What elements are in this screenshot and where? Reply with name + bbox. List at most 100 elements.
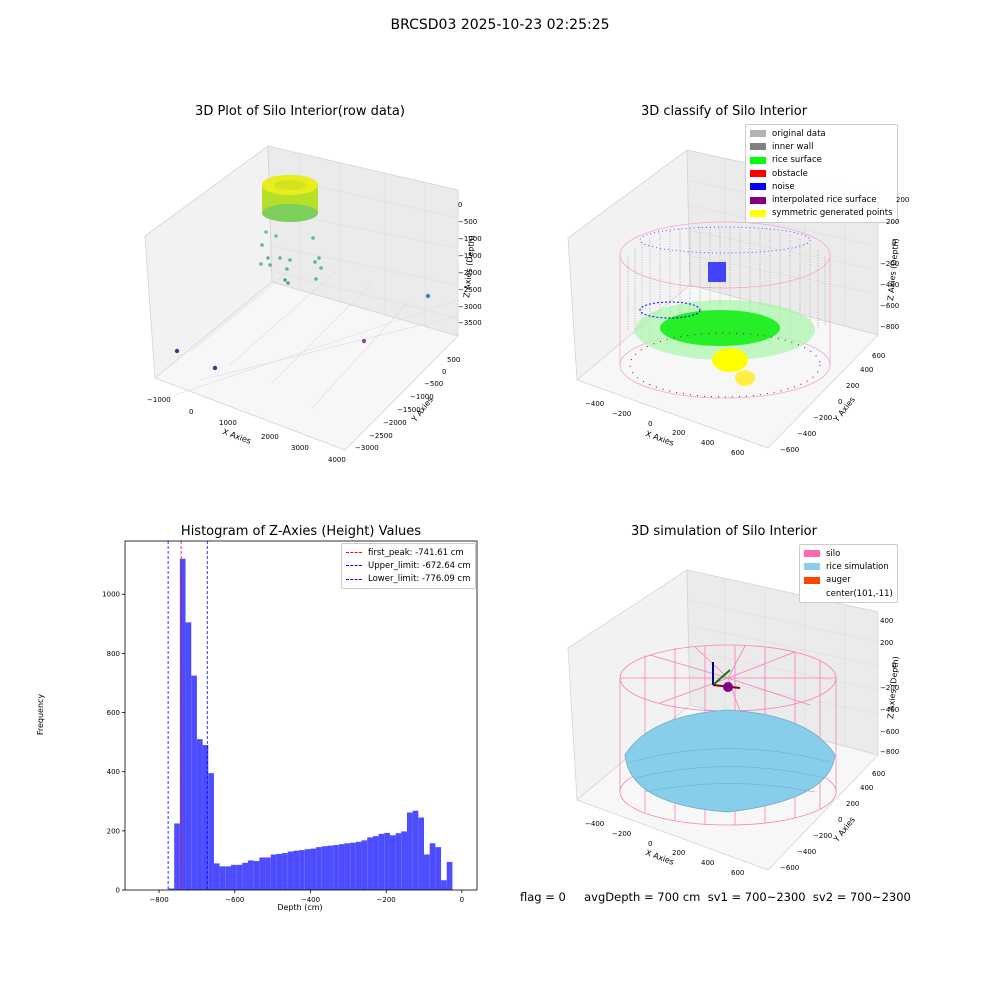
y-tick: −2000 xyxy=(383,419,407,427)
x-tick: 400 xyxy=(701,439,715,447)
y-tick-label: 600 xyxy=(107,709,120,717)
legend-label: first_peak: -741.61 cm xyxy=(368,547,464,558)
panel2-z-tick-top: 200 xyxy=(896,196,910,204)
histogram-bar xyxy=(389,835,396,890)
legend-item: rice surface xyxy=(750,154,893,167)
legend-item: first_peak: -741.61 cm xyxy=(346,546,471,559)
histogram-y-label: Frequency xyxy=(36,693,46,736)
histogram-bar xyxy=(225,866,231,890)
legend-swatch xyxy=(804,550,820,558)
histogram-bar xyxy=(174,823,180,890)
histogram-bar xyxy=(191,675,197,890)
x-tick-label: 0 xyxy=(460,896,464,904)
x-tick: 4000 xyxy=(328,456,346,464)
x-tick: −1000 xyxy=(147,396,171,404)
legend-label: interpolated rice surface xyxy=(772,195,877,206)
z-tick: 0 xyxy=(458,201,463,209)
legend-label: Lower_limit: -776.09 cm xyxy=(368,574,471,585)
x-tick: 3000 xyxy=(291,444,309,452)
histogram-plot: −800 −600 −400 −200 0 0 200 400 600 800 1000 xyxy=(102,540,478,904)
histogram-bar xyxy=(185,622,192,890)
x-tick-label: −800 xyxy=(149,896,168,904)
histogram-bar xyxy=(406,812,413,890)
legend-label: inner wall xyxy=(772,141,814,152)
histogram-title: Histogram of Z-Axies (Height) Values xyxy=(180,524,422,539)
legend-swatch xyxy=(750,156,766,164)
z-tick: 0 xyxy=(892,239,897,247)
panel4-title: 3D simulation of Silo Interior xyxy=(631,524,817,539)
y-tick: 400 xyxy=(860,784,874,792)
legend-label: original data xyxy=(772,128,826,139)
histogram-legend: first_peak: -741.61 cm Upper_limit: -672… xyxy=(341,543,476,589)
y-tick: 0 xyxy=(838,816,843,824)
legend-swatch xyxy=(804,563,820,571)
legend-item: symmetric generated points xyxy=(750,207,893,220)
x-tick: 2000 xyxy=(261,433,279,441)
y-tick: 200 xyxy=(846,382,860,390)
x-tick: 600 xyxy=(731,449,745,457)
z-tick: −200 xyxy=(880,260,900,268)
legend-label: obstacle xyxy=(772,168,808,179)
histogram-bar xyxy=(265,857,271,890)
y-tick: −1000 xyxy=(410,393,434,401)
y-tick: 0 xyxy=(442,368,447,376)
legend-item: obstacle xyxy=(750,167,893,180)
z-tick: −1500 xyxy=(458,252,482,260)
legend-swatch xyxy=(750,143,766,151)
legend-label: Upper_limit: -672.64 cm xyxy=(368,560,471,571)
histogram-bar xyxy=(378,833,385,890)
y-tick: −3000 xyxy=(355,444,379,452)
z-tick: 400 xyxy=(880,617,894,625)
histogram-frame xyxy=(124,540,478,891)
y-tick-label: 0 xyxy=(116,887,120,895)
histogram-bar xyxy=(446,861,453,890)
histogram-bar xyxy=(372,836,379,890)
panel2-title: 3D classify of Silo Interior xyxy=(640,104,808,119)
histogram-bar xyxy=(219,866,226,890)
legend-label: symmetric generated points xyxy=(772,208,893,219)
panel2-points xyxy=(629,226,821,398)
histogram-bar xyxy=(441,880,447,890)
legend-swatch xyxy=(346,565,362,567)
histogram-bar xyxy=(344,843,351,890)
histogram-bar xyxy=(361,840,368,890)
histogram-bar xyxy=(321,846,328,890)
histogram-bar xyxy=(327,845,334,890)
histogram-bar xyxy=(412,810,419,890)
y-tick: 600 xyxy=(872,352,886,360)
legend-item: rice simulation xyxy=(804,560,893,573)
histogram-bar xyxy=(299,850,305,890)
legend-item: silo xyxy=(804,547,893,560)
legend-item: center(101,-11) xyxy=(804,587,893,600)
y-tick: −600 xyxy=(780,446,800,454)
histogram-bar xyxy=(242,862,249,890)
histogram-bar xyxy=(208,773,214,890)
y-tick-label: 800 xyxy=(107,650,120,658)
x-tick: 1000 xyxy=(219,419,237,427)
histogram-bar xyxy=(338,844,345,890)
x-tick-label: −600 xyxy=(225,896,244,904)
legend-item: noise xyxy=(750,180,893,193)
y-tick-label: 1000 xyxy=(102,591,120,599)
histogram-bar xyxy=(179,558,186,890)
x-tick-label: −400 xyxy=(301,896,320,904)
histogram-bar xyxy=(304,849,311,890)
y-tick: 0 xyxy=(838,398,843,406)
histogram-bar xyxy=(213,863,220,890)
z-tick: −400 xyxy=(880,281,900,289)
y-tick: −2500 xyxy=(369,432,393,440)
histogram-bar xyxy=(293,850,300,890)
y-tick-label: 200 xyxy=(107,827,120,835)
panel4-rice-surface xyxy=(624,709,836,813)
histogram-bar xyxy=(424,854,430,890)
legend-label: silo xyxy=(826,548,841,559)
histogram-bar xyxy=(355,841,362,890)
panel1-z-ticks: 0 −500 −1000 −1500 −2000 −2500 −3000 −35… xyxy=(458,201,498,331)
z-tick: −500 xyxy=(458,218,478,226)
x-tick: 200 xyxy=(672,429,686,437)
legend-swatch xyxy=(804,576,820,584)
legend-item: original data xyxy=(750,127,893,140)
legend-label: center(101,-11) xyxy=(826,588,893,599)
legend-label: noise xyxy=(772,181,795,192)
legend-swatch xyxy=(750,170,766,178)
